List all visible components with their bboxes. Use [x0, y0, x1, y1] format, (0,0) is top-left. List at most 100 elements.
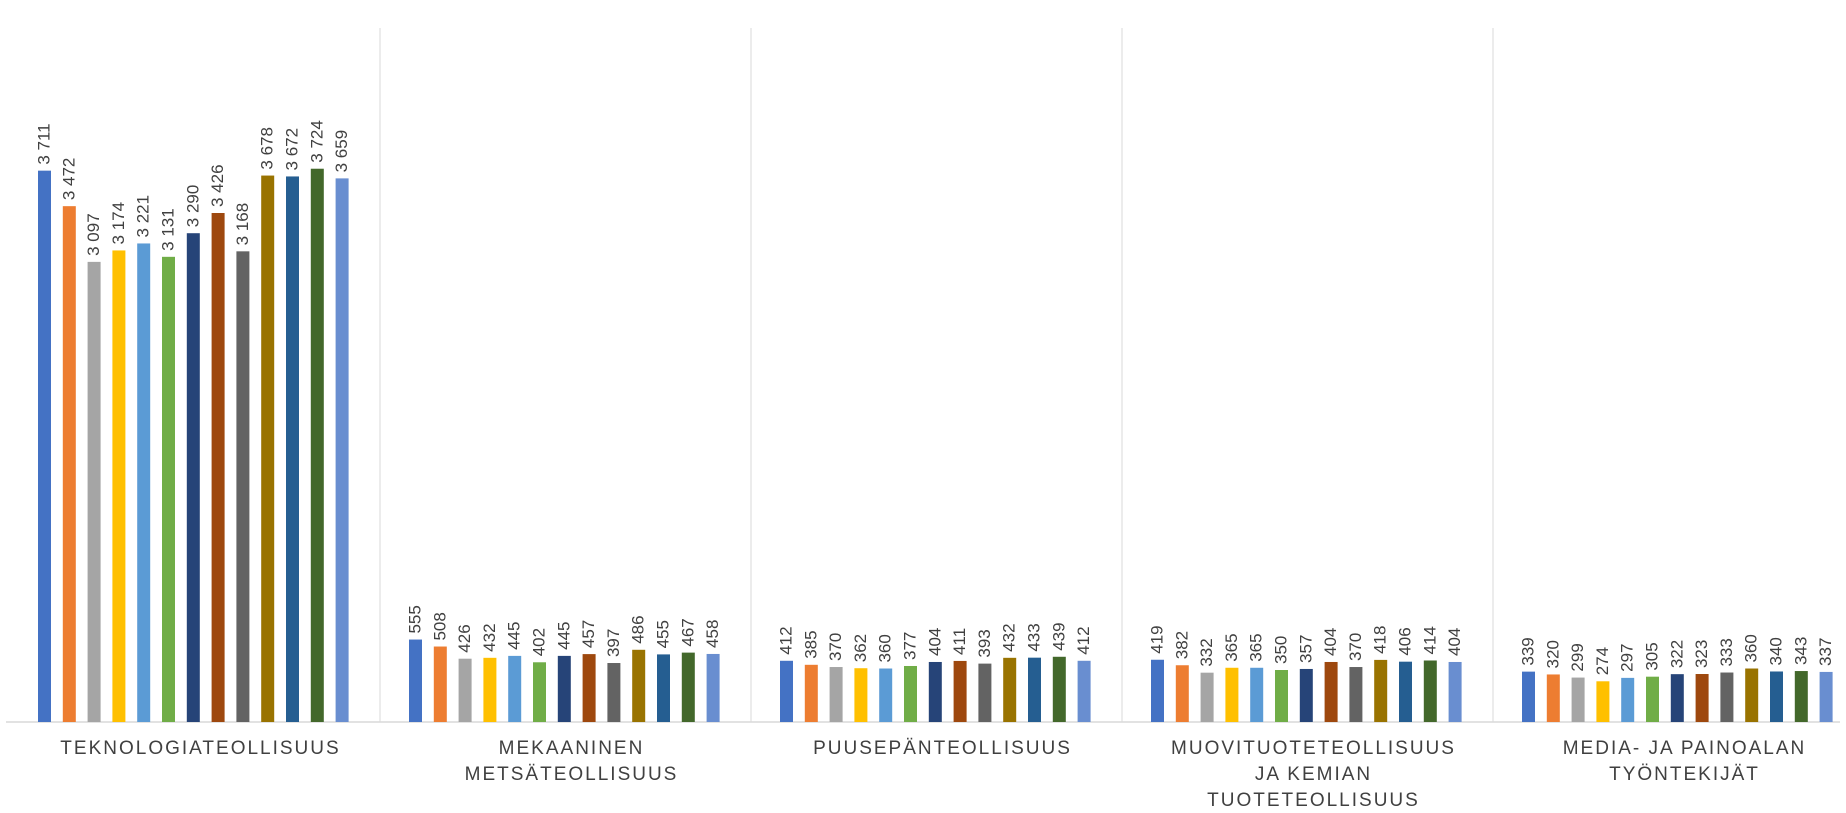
- data-label: 412: [1074, 626, 1093, 654]
- data-label: 3 659: [332, 130, 351, 173]
- data-label: 445: [554, 622, 573, 650]
- data-label: 555: [406, 605, 425, 633]
- bar: [953, 660, 967, 722]
- bar: [211, 212, 225, 722]
- bar: [1003, 657, 1017, 722]
- data-label: 419: [1148, 625, 1167, 653]
- bar: [879, 668, 893, 722]
- data-label: 432: [480, 623, 499, 651]
- data-label: 439: [1049, 622, 1068, 650]
- category-label: MEKAANINEN: [499, 738, 645, 759]
- data-label: 320: [1543, 640, 1562, 668]
- category-separators: [379, 28, 1494, 722]
- data-label: 297: [1618, 643, 1637, 671]
- bar: [607, 663, 621, 722]
- category-label: MUOVITUOTETEOLLISUUS: [1171, 738, 1456, 759]
- category-label: PUUSEPÄNTEOLLISUUS: [813, 738, 1072, 759]
- bar: [1200, 672, 1214, 722]
- bar: [1745, 668, 1759, 722]
- data-label: 343: [1791, 637, 1810, 665]
- bar: [780, 660, 793, 722]
- data-label: 3 097: [84, 213, 103, 256]
- data-label: 3 174: [109, 202, 128, 245]
- data-label: 3 221: [134, 195, 153, 238]
- bar: [829, 667, 843, 722]
- data-label: 467: [678, 618, 697, 646]
- bar: [657, 654, 670, 722]
- data-label: 299: [1568, 643, 1587, 671]
- bar: [1324, 661, 1338, 722]
- data-label: 3 711: [35, 123, 54, 164]
- data-label: 362: [851, 634, 870, 662]
- bar: [1794, 671, 1808, 722]
- bar: [1052, 656, 1066, 722]
- data-label: 305: [1643, 642, 1662, 670]
- data-label: 350: [1272, 636, 1291, 664]
- data-label: 432: [1000, 623, 1019, 651]
- category-label: JA KEMIAN: [1255, 764, 1372, 785]
- bar: [137, 243, 151, 722]
- data-label: 382: [1172, 631, 1191, 659]
- category-label: TEKNOLOGIATEOLLISUUS: [60, 738, 340, 759]
- bar: [904, 665, 917, 722]
- bar: [1077, 660, 1091, 722]
- bar: [706, 653, 720, 722]
- data-label: 332: [1197, 638, 1216, 666]
- bar: [186, 233, 200, 722]
- bar: [1151, 659, 1164, 722]
- data-label: 433: [1025, 623, 1044, 651]
- bar: [1522, 671, 1535, 722]
- bar: [1621, 677, 1635, 722]
- category-label: MEDIA- JA PAINOALAN: [1563, 738, 1807, 759]
- data-label: 365: [1222, 633, 1241, 661]
- bar: [458, 658, 472, 722]
- data-label: 370: [1346, 633, 1365, 661]
- bar: [1349, 667, 1363, 722]
- data-label: 406: [1396, 627, 1415, 655]
- data-label: 404: [925, 628, 944, 656]
- bar: [632, 649, 646, 722]
- bar: [1695, 674, 1709, 722]
- data-label: 402: [530, 628, 549, 656]
- data-label: 3 678: [258, 127, 277, 170]
- bar: [261, 175, 275, 722]
- bar: [804, 664, 818, 722]
- data-label: 360: [876, 634, 895, 662]
- bar: [1770, 671, 1783, 722]
- category-label: METSÄTEOLLISUUS: [465, 764, 679, 785]
- bar: [681, 652, 695, 722]
- data-label: 3 426: [208, 164, 227, 207]
- bar: [1374, 659, 1388, 722]
- data-label: 457: [579, 620, 598, 648]
- data-label: 333: [1717, 638, 1736, 666]
- data-label: 445: [505, 622, 524, 650]
- bar: [508, 655, 522, 722]
- bar: [310, 168, 324, 722]
- bar: [1546, 674, 1560, 722]
- bars-layer: [38, 168, 1833, 723]
- bar: [1423, 660, 1437, 722]
- bar: [1028, 657, 1041, 722]
- bar: [236, 251, 250, 722]
- data-label: 3 168: [233, 203, 252, 246]
- data-label: 3 290: [183, 185, 202, 228]
- data-label: 337: [1816, 638, 1835, 666]
- bar: [38, 170, 51, 722]
- data-label: 322: [1667, 640, 1686, 668]
- data-label: 414: [1420, 626, 1439, 654]
- data-label: 377: [901, 632, 920, 660]
- bar: [1670, 674, 1684, 722]
- bar: [1448, 661, 1462, 722]
- bar: [483, 657, 497, 722]
- data-label: 3 672: [283, 128, 302, 171]
- data-label: 340: [1767, 637, 1786, 665]
- data-label: 360: [1742, 634, 1761, 662]
- bar: [87, 261, 101, 722]
- data-label: 3 724: [307, 120, 326, 163]
- data-labels-layer: 3 711 3 472 3 097 3 174 3 221 3 131 3 290 3 426…: [35, 120, 1836, 675]
- bar: [1646, 676, 1659, 722]
- data-label: 3 131: [159, 208, 178, 251]
- bar: [1275, 670, 1288, 722]
- data-label: 411: [950, 628, 969, 655]
- category-label: TUOTETEOLLISUUS: [1207, 790, 1420, 808]
